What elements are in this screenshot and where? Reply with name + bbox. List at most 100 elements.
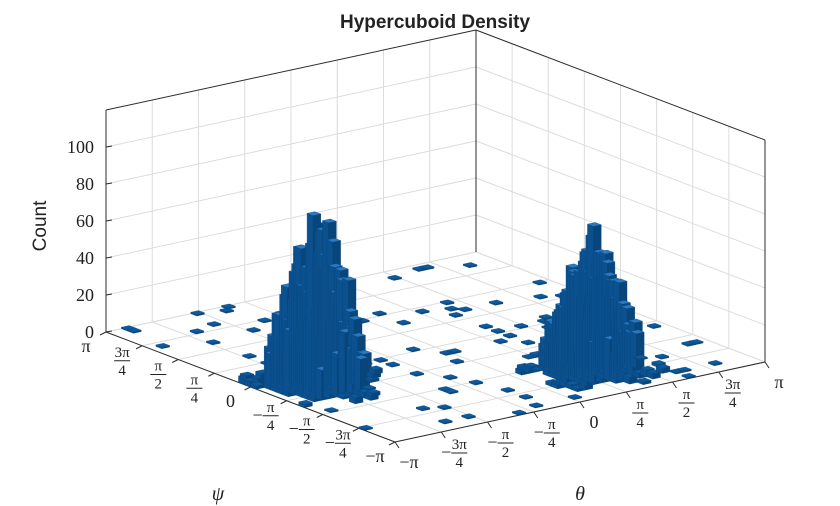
histogram-bar — [461, 413, 477, 420]
z-tick-mark — [105, 293, 113, 296]
svg-text:−: − — [325, 432, 335, 452]
svg-text:π: π — [81, 336, 90, 356]
histogram-bar — [520, 339, 536, 346]
histogram-bar — [419, 264, 435, 271]
svg-text:−: − — [253, 405, 263, 425]
z-tick-mark — [105, 256, 113, 259]
histogram-bar — [414, 308, 430, 315]
histogram-bar — [448, 312, 464, 318]
histogram-bar — [444, 305, 459, 312]
psi-tick-mark — [172, 359, 179, 363]
svg-text:4: 4 — [267, 418, 275, 434]
histogram-bar — [646, 323, 662, 329]
svg-text:0: 0 — [226, 391, 235, 411]
histogram-bar — [239, 371, 255, 382]
theta-tick-mark — [625, 391, 631, 399]
histogram-bar — [443, 388, 459, 395]
z-tick-label: 0 — [85, 322, 94, 342]
svg-text:3π: 3π — [725, 377, 741, 393]
svg-text:3π: 3π — [335, 427, 351, 443]
svg-text:2: 2 — [303, 432, 311, 448]
histogram-bar — [438, 418, 453, 425]
psi-tick-mark — [280, 400, 287, 405]
svg-text:π: π — [548, 417, 556, 433]
svg-text:π: π — [267, 400, 275, 416]
theta-tick-mark — [579, 401, 585, 409]
theta-tick-label: π — [774, 372, 783, 392]
theta-tick-mark — [764, 361, 770, 369]
histogram-bar — [249, 381, 265, 390]
axes-box — [105, 29, 766, 443]
wall-grid-line — [475, 66, 766, 178]
wall-grid-line — [105, 214, 477, 296]
svg-text:π: π — [191, 372, 199, 388]
histogram-bar — [361, 384, 377, 391]
psi-tick-label: π2 — [150, 359, 167, 393]
histogram-bar — [246, 327, 261, 333]
histogram-bar — [242, 353, 257, 359]
histogram-bar — [353, 355, 369, 393]
psi-tick-label: π — [81, 336, 90, 356]
histogram-bar — [442, 374, 458, 381]
psi-tick-label: 3π4 — [114, 345, 131, 379]
histogram-bar — [677, 366, 692, 373]
histogram-bar — [468, 379, 484, 386]
svg-text:−: − — [534, 422, 544, 442]
svg-text:−π: −π — [365, 446, 384, 466]
svg-text:4: 4 — [637, 415, 645, 431]
psi-tick-mark — [208, 372, 215, 377]
histogram-bar — [500, 387, 516, 393]
histogram-bar — [636, 377, 652, 385]
svg-text:π: π — [683, 387, 691, 403]
box-edge — [475, 29, 766, 141]
svg-text:4: 4 — [729, 395, 737, 411]
wall-grid-line — [105, 103, 477, 185]
z-tick-label: 60 — [76, 211, 94, 231]
theta-tick-label: −π — [399, 452, 418, 472]
psi-tick-label: π4 — [186, 372, 203, 406]
histogram-bar — [205, 339, 221, 346]
theta-tick-label: 3π4 — [724, 377, 741, 411]
psi-tick-label: −3π 4 — [325, 427, 351, 461]
box-edge — [105, 29, 477, 111]
histogram-bar — [707, 360, 723, 367]
svg-text:2: 2 — [155, 377, 163, 393]
histogram-bar — [439, 299, 455, 306]
theta-tick-mark — [487, 421, 492, 429]
histogram-bar — [365, 388, 381, 397]
histogram-bar — [396, 319, 412, 326]
z-tick-label: 80 — [76, 174, 94, 194]
histogram-bar — [323, 407, 339, 414]
theta-tick-label: −3π 4 — [441, 437, 468, 471]
histogram-bar — [446, 348, 462, 355]
svg-text:3π: 3π — [115, 345, 131, 361]
histogram-bar — [518, 393, 534, 400]
histogram-bar — [190, 310, 206, 317]
histogram-bar — [405, 346, 421, 353]
svg-text:4: 4 — [339, 445, 347, 461]
svg-text:π: π — [303, 414, 311, 430]
histogram-bar — [219, 307, 235, 314]
wall-grid-line — [475, 103, 766, 215]
histogram-bar — [368, 365, 384, 375]
histogram-bar — [437, 404, 452, 411]
theta-tick-mark — [672, 381, 677, 389]
wall-grid-line — [105, 177, 477, 259]
histogram-bar — [189, 328, 205, 335]
svg-text:4: 4 — [456, 455, 464, 471]
svg-text:−: − — [487, 432, 497, 452]
psi-tick-label: −π — [365, 446, 384, 466]
psi-tick-mark — [99, 331, 107, 336]
histogram-bar — [655, 364, 671, 374]
psi-tick-mark — [352, 427, 360, 432]
theta-tick-label: − π 4 — [534, 417, 560, 451]
histogram-bar — [488, 299, 504, 306]
histogram-bar — [654, 353, 670, 360]
svg-text:π: π — [154, 359, 162, 375]
histogram-bar — [457, 306, 473, 313]
wall-grid-line — [475, 140, 766, 252]
svg-text:3π: 3π — [452, 437, 468, 453]
psi-tick-mark — [244, 386, 251, 391]
